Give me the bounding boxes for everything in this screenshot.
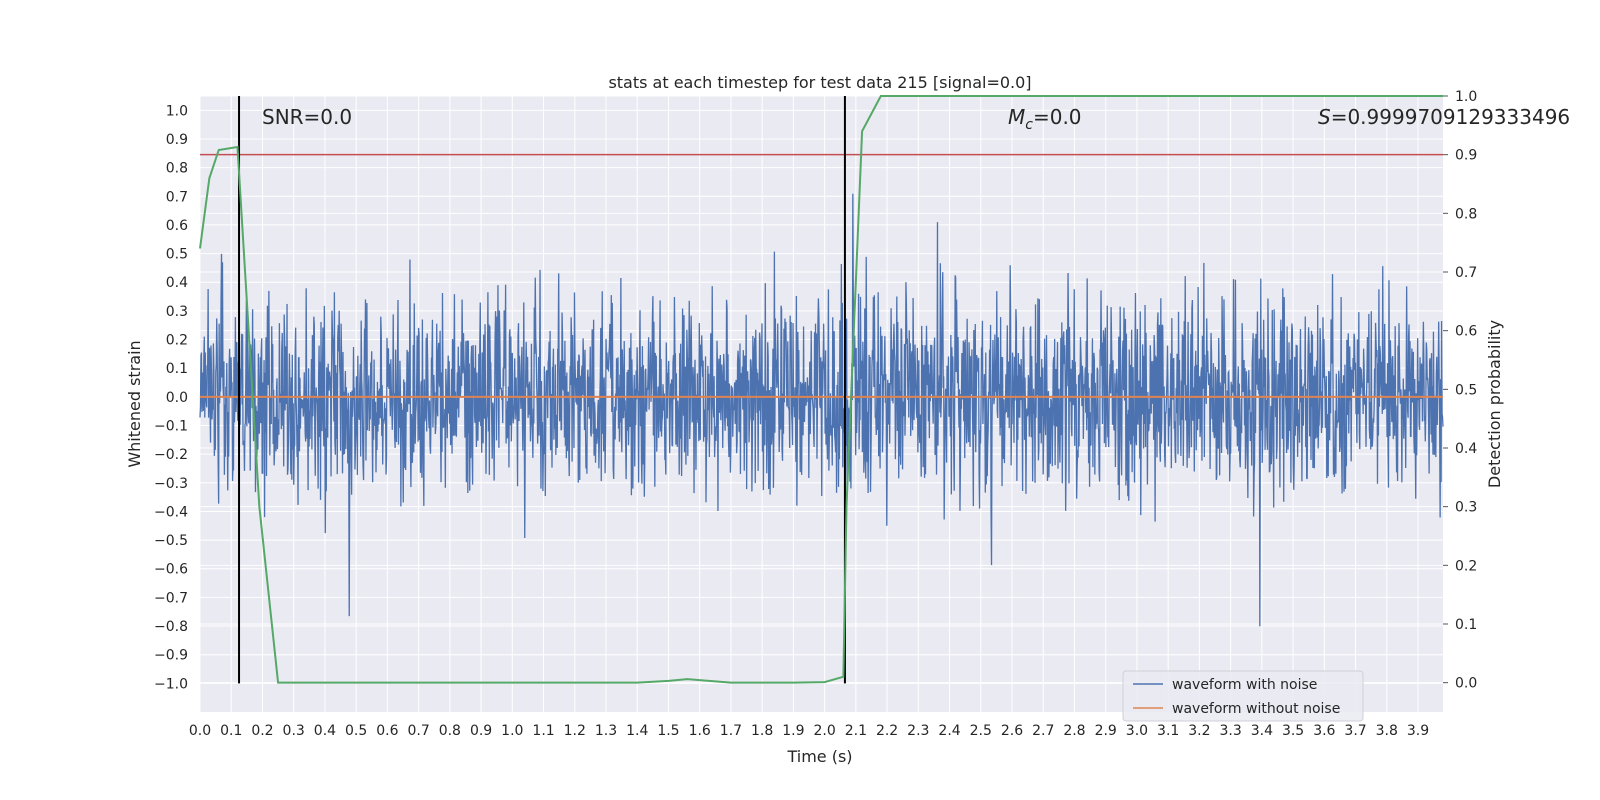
x-tick-label: 2.7 [1032, 723, 1054, 739]
y2-tick-label: 0.6 [1455, 324, 1477, 340]
s-symbol: S [1318, 105, 1331, 129]
x-tick-label: 2.3 [907, 723, 929, 739]
x-tick-label: 2.1 [845, 723, 867, 739]
y2-tick-label: 0.5 [1455, 382, 1477, 398]
y2-tick-label: 0.9 [1455, 148, 1477, 164]
x-tick-label: 1.9 [782, 723, 804, 739]
x-tick-label: 0.4 [314, 723, 336, 739]
mc-subscript: c [1025, 117, 1033, 133]
x-tick-label: 0.8 [439, 723, 461, 739]
x-tick-label: 3.7 [1344, 723, 1366, 739]
mc-value: =0.0 [1033, 105, 1082, 129]
x-tick-label: 0.3 [283, 723, 305, 739]
y-tick-label: 0.0 [166, 390, 188, 406]
y-tick-label: 0.6 [166, 218, 188, 234]
y-axis-ticks: 1.0 0.9 0.8 0.7 0.6 0.5 0.4 0.3 0.2 0.1 0.0 −0.1 −0.… [154, 103, 188, 692]
x-tick-label: 3.9 [1407, 723, 1429, 739]
chart-title: stats at each timestep for test data 215… [608, 73, 1031, 92]
x-tick-label: 2.0 [813, 723, 835, 739]
y-tick-label: 0.9 [166, 132, 188, 148]
x-tick-label: 2.8 [1063, 723, 1085, 739]
plot-series [199, 95, 1444, 684]
x-tick-label: 0.5 [345, 723, 367, 739]
y2-axis-ticks: 1.0 0.9 0.8 0.7 0.6 0.5 0.4 0.3 0.2 0.1 0.0 [1443, 89, 1477, 692]
y-tick-label: 0.4 [166, 275, 188, 291]
x-tick-label: 0.7 [407, 723, 429, 739]
legend: waveform with noise waveform without noi… [1122, 670, 1364, 722]
legend-label-noise: waveform with noise [1172, 677, 1317, 693]
x-tick-label: 2.2 [876, 723, 898, 739]
y-tick-label: −0.4 [154, 504, 188, 520]
grid [199, 95, 1443, 712]
y-tick-label: −0.3 [154, 476, 188, 492]
y2-tick-label: 0.1 [1455, 617, 1477, 633]
x-tick-label: 1.2 [564, 723, 586, 739]
mc-annotation: Mc=0.0 [1008, 105, 1082, 133]
x-tick-label: 1.3 [595, 723, 617, 739]
s-value: =0.9999709129333496 [1331, 105, 1570, 129]
y-tick-label: −0.8 [154, 619, 188, 635]
y-tick-label: 0.7 [166, 189, 188, 205]
x-tick-label: 0.1 [220, 723, 242, 739]
y-tick-label: 0.2 [166, 333, 188, 349]
y-tick-label: −0.6 [154, 562, 188, 578]
x-tick-label: 0.0 [189, 723, 211, 739]
y2-tick-label: 0.7 [1455, 265, 1477, 281]
x-tick-label: 3.2 [1188, 723, 1210, 739]
x-tick-label: 1.8 [751, 723, 773, 739]
x-tick-label: 1.0 [501, 723, 523, 739]
x-tick-label: 3.6 [1313, 723, 1335, 739]
s-annotation: S=0.9999709129333496 [1318, 105, 1570, 129]
y-tick-label: 0.8 [166, 161, 188, 177]
y2-tick-label: 0.4 [1455, 441, 1477, 457]
y-tick-label: −1.0 [154, 676, 188, 692]
y-tick-label: 0.1 [166, 361, 188, 377]
x-tick-label: 0.9 [470, 723, 492, 739]
y-tick-label: 0.5 [166, 247, 188, 263]
y2-tick-label: 0.0 [1455, 676, 1477, 692]
x-tick-label: 3.4 [1251, 723, 1273, 739]
legend-label-clean: waveform without noise [1172, 701, 1340, 717]
y-tick-label: −0.7 [154, 590, 188, 606]
x-tick-label: 3.0 [1126, 723, 1148, 739]
x-tick-label: 3.8 [1376, 723, 1398, 739]
x-tick-label: 2.9 [1095, 723, 1117, 739]
x-tick-label: 0.2 [251, 723, 273, 739]
series-waveform-with-noise [199, 193, 1444, 627]
y2-tick-label: 1.0 [1455, 89, 1477, 105]
y-axis-label: Whitened strain [125, 340, 144, 467]
y-tick-label: −0.1 [154, 418, 188, 434]
x-tick-label: 1.6 [689, 723, 711, 739]
x-axis-ticks: 0.0 0.1 0.2 0.3 0.4 0.5 0.6 0.7 0.8 0.9 1.0 1.1 1.2 1… [189, 723, 1429, 739]
x-tick-label: 1.7 [720, 723, 742, 739]
x-tick-label: 2.4 [938, 723, 960, 739]
x-tick-label: 1.5 [657, 723, 679, 739]
mc-symbol: M [1008, 105, 1025, 129]
y-tick-label: 0.3 [166, 304, 188, 320]
x-tick-label: 2.5 [970, 723, 992, 739]
x-axis-label: Time (s) [786, 747, 852, 766]
x-tick-label: 3.3 [1219, 723, 1241, 739]
snr-annotation: SNR=0.0 [262, 105, 352, 129]
x-tick-label: 1.4 [626, 723, 648, 739]
series-detection-probability [199, 95, 1443, 684]
y2-tick-label: 0.3 [1455, 500, 1477, 516]
y-tick-label: 1.0 [166, 103, 188, 119]
y2-tick-label: 0.8 [1455, 206, 1477, 222]
x-tick-label: 0.6 [376, 723, 398, 739]
x-tick-label: 2.6 [1001, 723, 1023, 739]
y-tick-label: −0.9 [154, 648, 188, 664]
x-tick-label: 1.1 [532, 723, 554, 739]
x-tick-label: 3.1 [1157, 723, 1179, 739]
x-tick-label: 3.5 [1282, 723, 1304, 739]
y-tick-label: −0.2 [154, 447, 188, 463]
y-tick-label: −0.5 [154, 533, 188, 549]
legend-box [1122, 670, 1364, 722]
y2-tick-label: 0.2 [1455, 558, 1477, 574]
y2-axis-label: Detection probability [1485, 320, 1504, 488]
